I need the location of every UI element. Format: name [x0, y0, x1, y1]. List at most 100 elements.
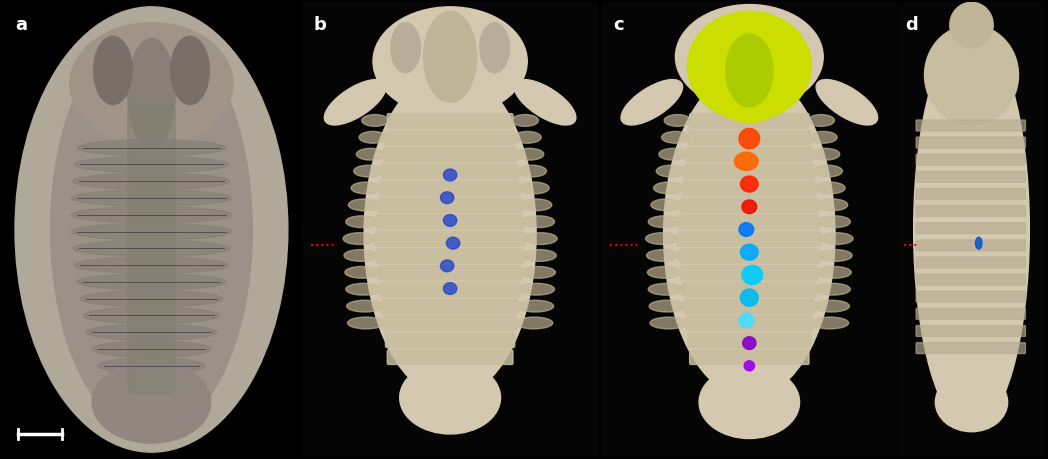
FancyBboxPatch shape [916, 308, 1025, 319]
Ellipse shape [744, 361, 755, 371]
FancyBboxPatch shape [916, 240, 1025, 251]
Ellipse shape [511, 115, 539, 126]
Ellipse shape [813, 165, 843, 177]
Ellipse shape [440, 192, 454, 204]
Ellipse shape [656, 165, 685, 177]
FancyBboxPatch shape [386, 130, 515, 145]
Ellipse shape [362, 115, 389, 126]
FancyBboxPatch shape [916, 274, 1025, 285]
FancyBboxPatch shape [681, 198, 817, 213]
Ellipse shape [93, 36, 132, 105]
FancyBboxPatch shape [380, 181, 520, 196]
Ellipse shape [515, 79, 576, 125]
Text: d: d [905, 16, 918, 34]
Ellipse shape [423, 11, 477, 102]
FancyBboxPatch shape [376, 215, 524, 230]
Ellipse shape [73, 173, 230, 190]
Ellipse shape [344, 250, 377, 261]
Ellipse shape [649, 283, 683, 295]
Ellipse shape [816, 266, 851, 278]
Ellipse shape [324, 79, 386, 125]
Ellipse shape [480, 23, 509, 73]
Ellipse shape [523, 250, 556, 261]
Ellipse shape [811, 148, 839, 160]
Ellipse shape [976, 237, 982, 249]
Ellipse shape [86, 324, 217, 341]
Ellipse shape [813, 300, 850, 312]
Ellipse shape [74, 257, 228, 273]
Ellipse shape [440, 260, 454, 272]
Ellipse shape [351, 182, 381, 194]
FancyBboxPatch shape [684, 164, 814, 179]
FancyBboxPatch shape [690, 350, 809, 364]
FancyBboxPatch shape [916, 120, 1025, 131]
Ellipse shape [646, 233, 678, 245]
Ellipse shape [621, 79, 682, 125]
Ellipse shape [50, 25, 253, 434]
Ellipse shape [664, 115, 691, 126]
Ellipse shape [71, 224, 232, 240]
Ellipse shape [521, 266, 555, 278]
Ellipse shape [70, 23, 233, 146]
FancyBboxPatch shape [690, 114, 809, 128]
FancyBboxPatch shape [916, 171, 1025, 182]
Ellipse shape [815, 283, 850, 295]
Ellipse shape [818, 216, 850, 228]
FancyBboxPatch shape [679, 215, 820, 230]
Text: a: a [15, 16, 27, 34]
Ellipse shape [663, 71, 835, 397]
Ellipse shape [699, 366, 800, 438]
FancyBboxPatch shape [916, 189, 1025, 199]
FancyBboxPatch shape [916, 343, 1025, 353]
FancyBboxPatch shape [687, 333, 811, 347]
Ellipse shape [171, 36, 210, 105]
FancyBboxPatch shape [684, 299, 814, 314]
Ellipse shape [346, 216, 377, 228]
FancyBboxPatch shape [384, 147, 517, 162]
Ellipse shape [811, 317, 849, 329]
Ellipse shape [128, 39, 175, 148]
Ellipse shape [675, 5, 824, 109]
FancyBboxPatch shape [679, 249, 820, 263]
Ellipse shape [443, 214, 457, 226]
FancyBboxPatch shape [388, 114, 512, 128]
Ellipse shape [815, 182, 845, 194]
Ellipse shape [695, 29, 721, 75]
Ellipse shape [348, 199, 379, 211]
Ellipse shape [648, 266, 682, 278]
FancyBboxPatch shape [388, 350, 512, 364]
Ellipse shape [78, 274, 225, 290]
Ellipse shape [808, 115, 834, 126]
Ellipse shape [446, 237, 460, 249]
Ellipse shape [364, 71, 537, 397]
Ellipse shape [443, 169, 457, 181]
Ellipse shape [78, 140, 225, 156]
Ellipse shape [359, 131, 387, 143]
Ellipse shape [517, 300, 553, 312]
Ellipse shape [92, 361, 211, 443]
Ellipse shape [687, 11, 811, 120]
Ellipse shape [71, 190, 232, 206]
Ellipse shape [659, 148, 687, 160]
FancyBboxPatch shape [682, 181, 816, 196]
Ellipse shape [519, 182, 549, 194]
Ellipse shape [517, 165, 546, 177]
FancyBboxPatch shape [128, 102, 175, 393]
Ellipse shape [516, 148, 544, 160]
Ellipse shape [742, 200, 757, 213]
Ellipse shape [514, 131, 541, 143]
FancyBboxPatch shape [380, 282, 520, 297]
Ellipse shape [347, 300, 384, 312]
Ellipse shape [778, 29, 804, 75]
Ellipse shape [73, 240, 230, 257]
FancyBboxPatch shape [916, 206, 1025, 217]
FancyBboxPatch shape [386, 333, 515, 347]
Ellipse shape [649, 300, 685, 312]
Ellipse shape [742, 265, 763, 285]
FancyBboxPatch shape [378, 198, 522, 213]
Ellipse shape [343, 233, 376, 245]
Ellipse shape [739, 129, 760, 149]
Ellipse shape [924, 25, 1019, 125]
FancyBboxPatch shape [384, 316, 517, 330]
Ellipse shape [914, 29, 1029, 430]
